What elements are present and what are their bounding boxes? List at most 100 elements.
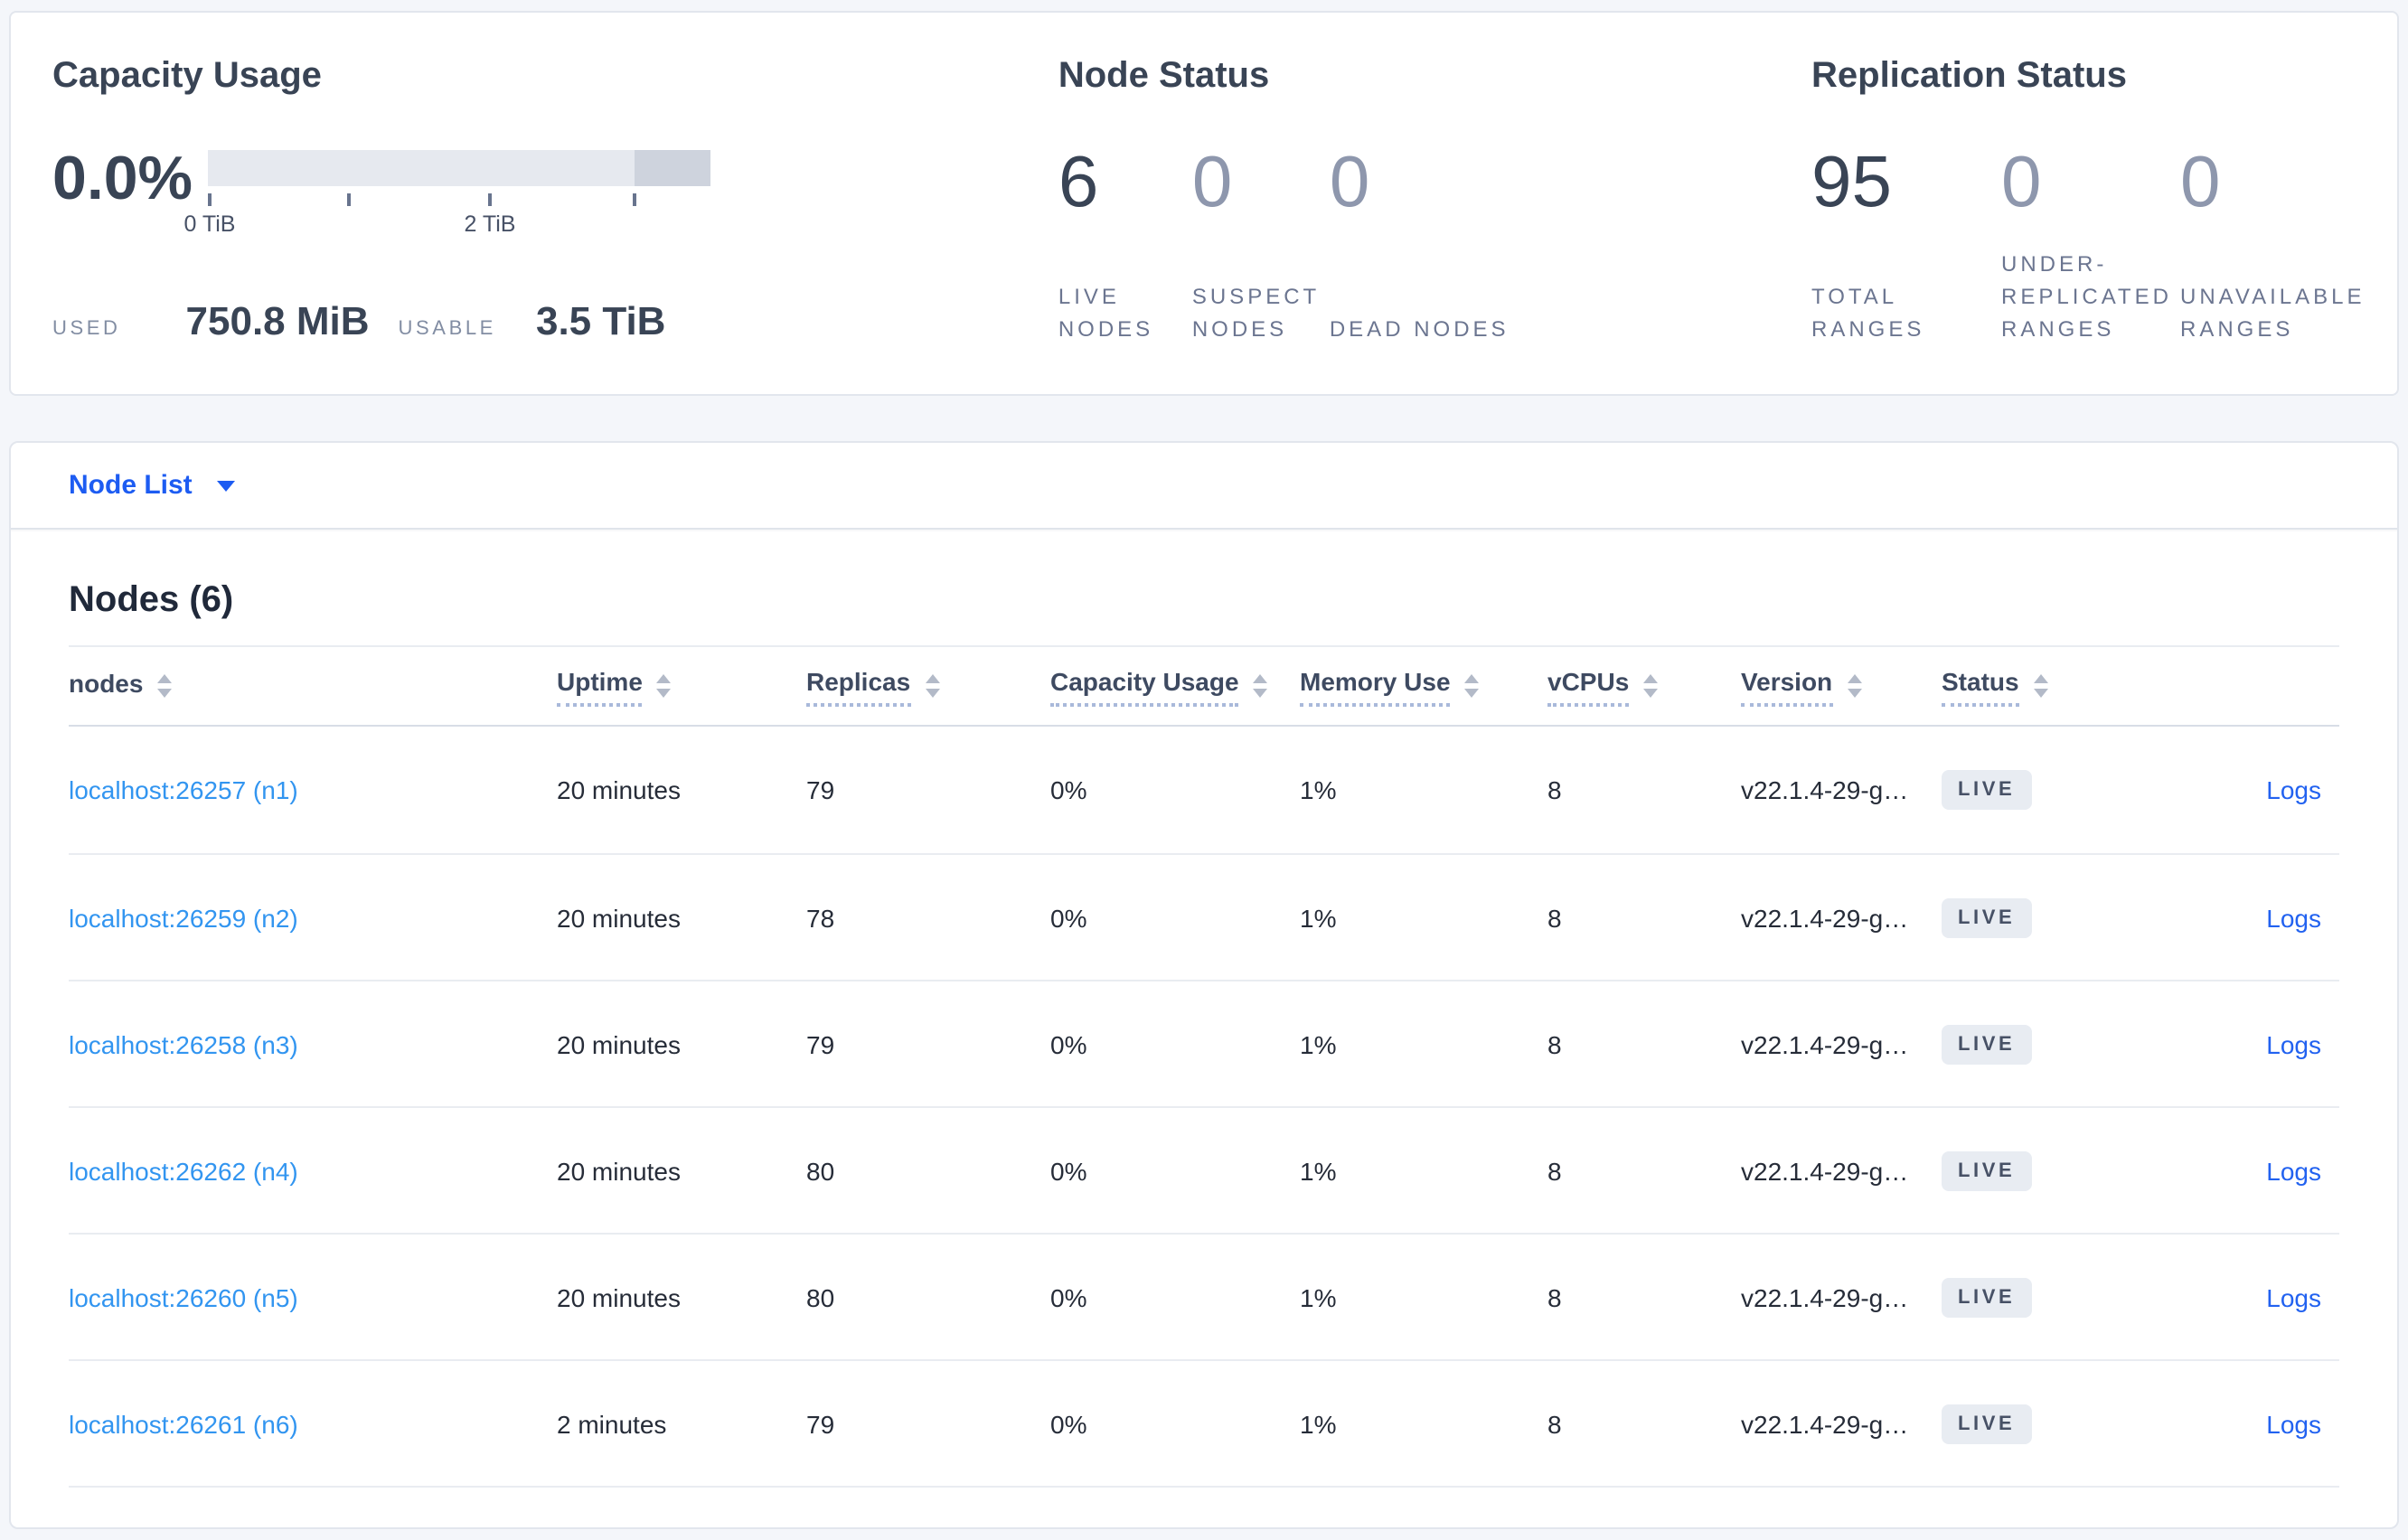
memory-cell: 1% [1300,775,1337,804]
unavailable-ranges-stat: 0 UNAVAILABLE RANGES [2180,143,2397,345]
version-cell: v22.1.4-29-g… [1741,903,1909,932]
table-row: localhost:26257 (n1) 20 minutes 79 0% 1%… [69,727,2339,853]
vcpus-cell: 8 [1547,775,1562,804]
status-badge: LIVE [1942,1277,2032,1317]
total-ranges-label: TOTAL RANGES [1811,284,1925,342]
table-row: localhost:26262 (n4) 20 minutes 80 0% 1%… [69,1106,2339,1233]
logs-link[interactable]: Logs [2266,1282,2321,1311]
table-row: localhost:26259 (n2) 20 minutes 78 0% 1%… [69,853,2339,980]
vcpus-cell: 8 [1547,1156,1562,1185]
column-header-nodes[interactable]: nodes [69,668,557,704]
node-link[interactable]: localhost:26262 (n4) [69,1156,298,1185]
uptime-cell: 20 minutes [557,903,681,932]
node-list-dropdown[interactable]: Node List [69,470,236,501]
axis-tick [488,193,492,206]
memory-cell: 1% [1300,1156,1337,1185]
sort-icon [925,674,940,698]
status-badge: LIVE [1942,897,2032,937]
column-header-version[interactable]: Version [1741,666,1942,706]
capacity-bar [208,150,710,186]
version-cell: v22.1.4-29-g… [1741,1156,1909,1185]
uptime-cell: 20 minutes [557,775,681,804]
column-header-memory-use[interactable]: Memory Use [1300,666,1547,706]
nodes-table: Nodes (6) nodes Uptime Replicas Capacity… [11,577,2397,1527]
column-header-status[interactable]: Status [1942,666,2153,706]
status-badge: LIVE [1942,770,2032,810]
replicas-cell: 79 [806,775,835,804]
replication-status-section: Replication Status 95 TOTAL RANGES 0 UND… [1811,52,2397,394]
capacity-cell: 0% [1050,775,1087,804]
used-label: USED [52,318,121,340]
node-status-section: Node Status 6 LIVE NODES 0 SUSPECT NODES… [1058,52,1811,394]
node-link[interactable]: localhost:26259 (n2) [69,903,298,932]
suspect-nodes-label: SUSPECT NODES [1191,284,1320,342]
dead-nodes-label: DEAD NODES [1329,316,1510,342]
usable-value: 3.5 TiB [535,298,666,343]
replicas-cell: 80 [806,1282,835,1311]
sort-icon [1847,674,1862,698]
uptime-cell: 20 minutes [557,1029,681,1058]
under-replicated-label: UNDER-REPLICATED RANGES [2001,251,2172,342]
vcpus-cell: 8 [1547,1409,1562,1438]
memory-cell: 1% [1300,903,1337,932]
status-badge: LIVE [1942,1024,2032,1064]
under-replicated-value: 0 [2001,143,2042,222]
column-header-replicas[interactable]: Replicas [806,666,1050,706]
column-header-capacity-usage[interactable]: Capacity Usage [1050,666,1300,706]
total-ranges-value: 95 [1811,143,1892,222]
total-ranges-stat: 95 TOTAL RANGES [1811,143,2001,345]
version-cell: v22.1.4-29-g… [1741,1409,1909,1438]
node-link[interactable]: localhost:26261 (n6) [69,1409,298,1438]
uptime-cell: 2 minutes [557,1409,667,1438]
memory-cell: 1% [1300,1282,1337,1311]
logs-link[interactable]: Logs [2266,1409,2321,1438]
node-link[interactable]: localhost:26257 (n1) [69,775,298,804]
nodes-table-title: Nodes (6) [69,580,234,620]
capacity-axis-ticks [208,192,710,206]
under-replicated-stat: 0 UNDER-REPLICATED RANGES [2001,143,2180,345]
version-cell: v22.1.4-29-g… [1741,1029,1909,1058]
replicas-cell: 78 [806,903,835,932]
node-list-panel: Node List Nodes (6) nodes Uptime Replica… [9,441,2399,1529]
node-status-title: Node Status [1058,56,1270,96]
capacity-bar-chart: 0 TiB 2 TiB [184,150,710,240]
axis-label-0: 0 TiB [183,211,236,237]
capacity-usage-section: Capacity Usage 0.0% [52,52,1058,394]
axis-tick [633,193,636,206]
axis-tick [208,193,212,206]
replicas-cell: 79 [806,1029,835,1058]
version-cell: v22.1.4-29-g… [1741,1282,1909,1311]
dead-nodes-stat: 0 DEAD NODES [1330,143,1510,345]
capacity-cell: 0% [1050,1282,1087,1311]
column-header-vcpus[interactable]: vCPUs [1547,666,1741,706]
logs-link[interactable]: Logs [2266,1156,2321,1185]
column-header-uptime[interactable]: Uptime [557,666,806,706]
sort-icon [1643,674,1659,698]
node-link[interactable]: localhost:26258 (n3) [69,1029,298,1058]
logs-link[interactable]: Logs [2266,903,2321,932]
replicas-cell: 80 [806,1156,835,1185]
logs-link[interactable]: Logs [2266,775,2321,804]
sort-icon [656,674,672,698]
dead-nodes-value: 0 [1329,143,1370,222]
suspect-nodes-value: 0 [1191,143,1233,222]
sort-icon [1253,674,1268,698]
capacity-bar-reserved-segment [635,150,710,186]
unavailable-ranges-label: UNAVAILABLE RANGES [2180,284,2366,342]
table-bottom-divider [69,1486,2339,1527]
table-row: localhost:26260 (n5) 20 minutes 80 0% 1%… [69,1233,2339,1359]
axis-label-2: 2 TiB [464,211,516,237]
live-nodes-stat: 6 LIVE NODES [1058,143,1192,345]
uptime-cell: 20 minutes [557,1282,681,1311]
table-row: localhost:26261 (n6) 2 minutes 79 0% 1% … [69,1359,2339,1486]
capacity-cell: 0% [1050,1029,1087,1058]
logs-link[interactable]: Logs [2266,1029,2321,1058]
memory-cell: 1% [1300,1409,1337,1438]
capacity-percent: 0.0% [52,145,193,213]
version-cell: v22.1.4-29-g… [1741,775,1909,804]
usable-label: USABLE [398,318,496,340]
node-list-dropdown-label: Node List [69,470,193,501]
node-link[interactable]: localhost:26260 (n5) [69,1282,298,1311]
node-list-header-bar: Node List [11,443,2397,530]
